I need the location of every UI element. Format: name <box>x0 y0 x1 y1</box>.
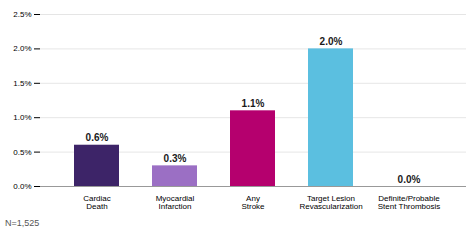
svg-text:0.0%: 0.0% <box>398 174 421 185</box>
svg-text:1.5%: 1.5% <box>13 79 31 88</box>
svg-text:MyocardialInfarction: MyocardialInfarction <box>156 194 195 211</box>
svg-text:Definite/ProbableStent Thrombo: Definite/ProbableStent Thrombosis <box>378 194 441 211</box>
svg-text:1.0%: 1.0% <box>13 113 31 122</box>
svg-text:1.1%: 1.1% <box>242 98 265 109</box>
svg-text:2.5%: 2.5% <box>13 10 31 19</box>
svg-text:0.6%: 0.6% <box>86 132 109 143</box>
svg-text:0.3%: 0.3% <box>164 153 187 164</box>
svg-text:2.0%: 2.0% <box>320 36 343 47</box>
svg-text:AnyStroke: AnyStroke <box>241 194 265 211</box>
html-text:N=1,525: N=1,525 <box>5 218 40 228</box>
svg-text:Target LesionRevascularization: Target LesionRevascularization <box>299 194 362 211</box>
svg-text:0.0%: 0.0% <box>13 182 31 191</box>
svg-text:2.0%: 2.0% <box>13 44 31 53</box>
svg-text:CardiacDeath: CardiacDeath <box>83 194 111 211</box>
svg-text:0.5%: 0.5% <box>13 148 31 157</box>
